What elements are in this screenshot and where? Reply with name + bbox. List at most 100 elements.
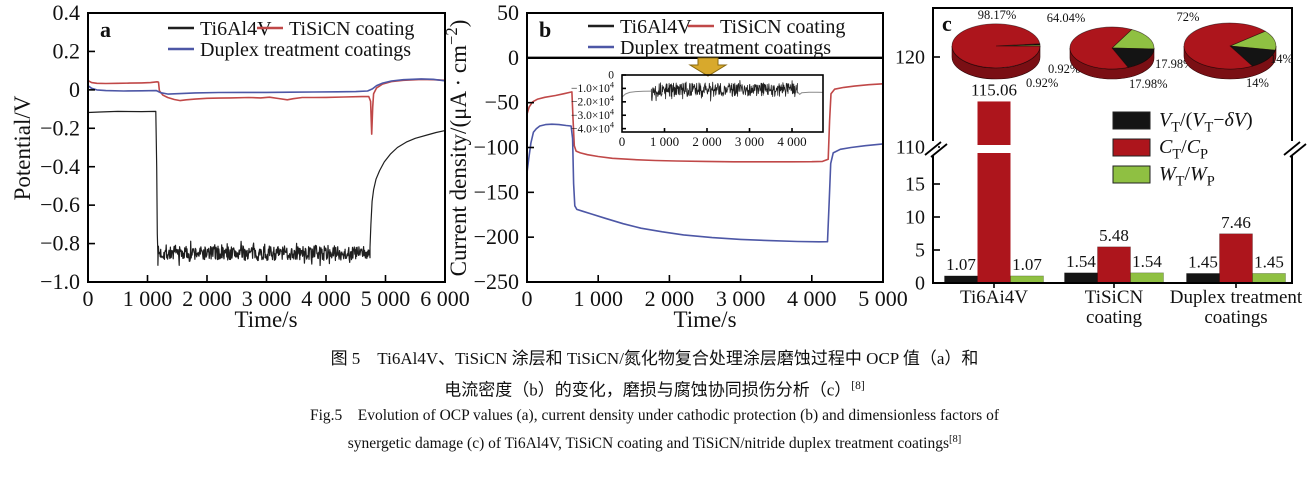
category-label: coatings — [1204, 307, 1267, 328]
pie-slice-label: 98.17% — [978, 8, 1017, 22]
bar-TiSiCN coating-s1 — [1097, 246, 1131, 284]
axis-break-right — [1289, 143, 1307, 158]
x-tick-label: 0 — [619, 134, 626, 149]
caption-chinese-line1: 图 5 Ti6Al4V、TiSiCN 涂层和 TiSiCN/氮化物复合处理涂层磨… — [330, 349, 979, 368]
panel-a-ocp-chart-series-0-line — [87, 110, 446, 267]
x-tick-label: 2 000 — [182, 286, 232, 311]
x-tick-label: 3 000 — [242, 286, 292, 311]
pie-slice-label: 17.98% — [1129, 77, 1168, 91]
y-tick-label: 110 — [896, 136, 925, 158]
y-tick-label: 50 — [497, 0, 519, 25]
caption-chinese-line2: 电流密度（b）的变化，磨损与腐蚀协同损伤分析（c）[8] — [444, 379, 865, 400]
bar-value-label: 5.48 — [1099, 226, 1129, 245]
y-tick-label: 5 — [915, 239, 925, 261]
y-tick-label: −150 — [474, 179, 519, 204]
y-tick-label: −2.0×104 — [571, 94, 615, 109]
category-label: Duplex treatment — [1170, 287, 1303, 308]
bar-value-label: 1.07 — [946, 255, 976, 274]
figure-canvas: 0 1 000 2 000 3 000 4 000 5 000 6 000 0.4 0.2 0 −0… — [10, 0, 1307, 332]
panel-c-synergy-chart: 1.07 1.54 1.45 115.06 5.48 7.46 1.07 1.54 1.45 0 5… — [895, 7, 1307, 328]
y-tick-label: 0.4 — [53, 0, 81, 25]
bar-Duplex treatment coatings-s0 — [1186, 273, 1220, 284]
x-tick-label: 1 000 — [573, 286, 623, 311]
category-label: TiSiCN — [1085, 287, 1144, 308]
panel-b-inset-chart-frame — [621, 74, 824, 133]
y-axis-title: Potential/V — [10, 95, 35, 200]
legend-label: TiSiCN coating — [720, 16, 845, 38]
legend-swatch — [1112, 138, 1151, 157]
caption-english-line2: synergetic damage (c) of Ti6Al4V, TiSiCN… — [347, 433, 962, 452]
x-axis-title: Time/s — [673, 307, 736, 332]
panel-b-current-density-chart-series-1-line — [526, 83, 884, 163]
legend-label: Ti6Al4V — [200, 18, 272, 40]
y-tick-label: −3.0×104 — [571, 107, 615, 122]
y-tick-label: −100 — [474, 135, 519, 160]
bar-Ti6Ai4V-s2 — [1010, 275, 1044, 284]
panel-b-inset-chart-series-1-line — [650, 80, 798, 102]
bar-TiSiCN coating-s0 — [1064, 272, 1098, 284]
x-tick-label: 1 000 — [123, 286, 173, 311]
pie-chart-1: 17.98% 17.98% 64.04% — [1047, 11, 1194, 91]
x-tick-label: 3 000 — [735, 134, 764, 149]
panel-tag-c: c — [942, 11, 952, 36]
pie-slice — [1069, 26, 1133, 70]
panel-a-ocp-chart-series-2-line — [87, 78, 446, 95]
bar-value-label: 115.06 — [971, 80, 1017, 99]
x-tick-label: 4 000 — [301, 286, 351, 311]
y-tick-label: −200 — [474, 224, 519, 249]
y-tick-label: −0.6 — [40, 192, 80, 217]
legend-label: Duplex treatment coatings — [200, 39, 411, 61]
y-tick-label: 10 — [905, 206, 925, 228]
bar-lower-Ti6Ai4V-s1 — [977, 153, 1011, 283]
bar-value-label: 7.46 — [1221, 213, 1251, 232]
panel-b-inset-chart-series-0-line — [621, 90, 652, 98]
legend-label: WT/WP — [1159, 163, 1215, 189]
x-tick-label: 2 000 — [692, 134, 721, 149]
caption-english-line1: Fig.5 Evolution of OCP values (a), curre… — [309, 406, 1000, 424]
legend-label: TiSiCN coating — [289, 18, 414, 40]
bar-Ti6Ai4V-s0 — [944, 275, 978, 284]
pie-slice-label: 0.92% — [1026, 76, 1058, 90]
x-tick-label: 2 000 — [645, 286, 695, 311]
bar-Duplex treatment coatings-s2 — [1252, 273, 1286, 284]
y-tick-label: −0.8 — [40, 231, 80, 256]
legend-label: CT/CP — [1159, 136, 1208, 162]
panel-b-inset-chart-series-2-line — [797, 91, 824, 95]
bar-upper-Ti6Ai4V-s1 — [977, 101, 1011, 145]
bar-value-label: 1.45 — [1188, 252, 1218, 271]
pie-slice-label: 64.04% — [1047, 11, 1086, 25]
y-tick-label: 0.2 — [53, 38, 81, 63]
bar-TiSiCN coating-s2 — [1130, 272, 1164, 284]
legend-label: VT/(VT−δV) — [1159, 109, 1253, 135]
panel-b-current-density-chart-axes: 0 1 000 2 000 3 000 4 000 5 000 50 0 −50 −100 −150… — [474, 0, 908, 311]
pie-slice — [1111, 47, 1155, 68]
legend-label: Ti6Al4V — [620, 16, 692, 38]
legend-swatch — [1112, 165, 1151, 184]
pie-slice-label: 72% — [1177, 10, 1200, 24]
y-tick-label: 0 — [608, 70, 614, 82]
bar-value-label: 1.54 — [1132, 252, 1162, 271]
pie-slice-label: 17.98% — [1155, 57, 1194, 71]
pie-chart-2: 14%14% 72% — [1177, 10, 1293, 90]
y-tick-label: −1.0 — [40, 269, 80, 294]
x-axis-title: Time/s — [234, 307, 297, 332]
inset-pointer-arrow-icon — [688, 57, 728, 77]
panel-tag-a: a — [100, 17, 111, 42]
y-tick-label: −250 — [474, 269, 519, 294]
legend-swatch — [1112, 111, 1151, 130]
panel-a-ocp-chart: 0 1 000 2 000 3 000 4 000 5 000 6 000 0.4 0.2 0 −0… — [10, 0, 470, 332]
x-tick-label: 6 000 — [420, 286, 470, 311]
y-tick-label: −50 — [485, 90, 519, 115]
axis-break-right — [1283, 141, 1301, 156]
panel-tag-b: b — [539, 17, 551, 42]
category-label: coating — [1086, 307, 1142, 328]
y-tick-label: −4.0×104 — [571, 121, 615, 136]
x-tick-label: 5 000 — [361, 286, 411, 311]
x-tick-label: 4 000 — [777, 134, 806, 149]
pie-slice — [951, 23, 1041, 69]
y-tick-label: 15 — [905, 173, 925, 195]
y-tick-label: −1.0×104 — [571, 80, 615, 95]
x-tick-label: 0 — [522, 286, 533, 311]
axis-break-left — [930, 143, 948, 158]
